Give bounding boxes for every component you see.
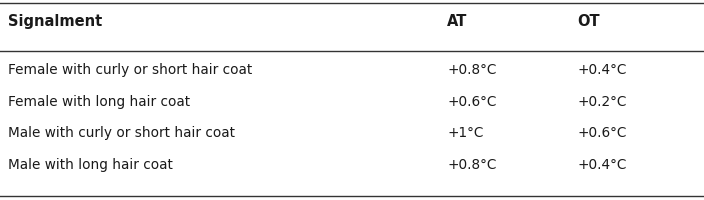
Text: +0.2°C: +0.2°C [577, 95, 627, 109]
Text: +0.6°C: +0.6°C [447, 95, 496, 109]
Text: +0.8°C: +0.8°C [447, 158, 496, 172]
Text: AT: AT [447, 14, 467, 29]
Text: +0.4°C: +0.4°C [577, 158, 627, 172]
Text: +0.6°C: +0.6°C [577, 126, 627, 140]
Text: +1°C: +1°C [447, 126, 484, 140]
Text: Signalment: Signalment [8, 14, 103, 29]
Text: Female with curly or short hair coat: Female with curly or short hair coat [8, 63, 253, 77]
Text: Male with long hair coat: Male with long hair coat [8, 158, 173, 172]
Text: Female with long hair coat: Female with long hair coat [8, 95, 191, 109]
Text: +0.4°C: +0.4°C [577, 63, 627, 77]
Text: OT: OT [577, 14, 600, 29]
Text: Male with curly or short hair coat: Male with curly or short hair coat [8, 126, 235, 140]
Text: +0.8°C: +0.8°C [447, 63, 496, 77]
